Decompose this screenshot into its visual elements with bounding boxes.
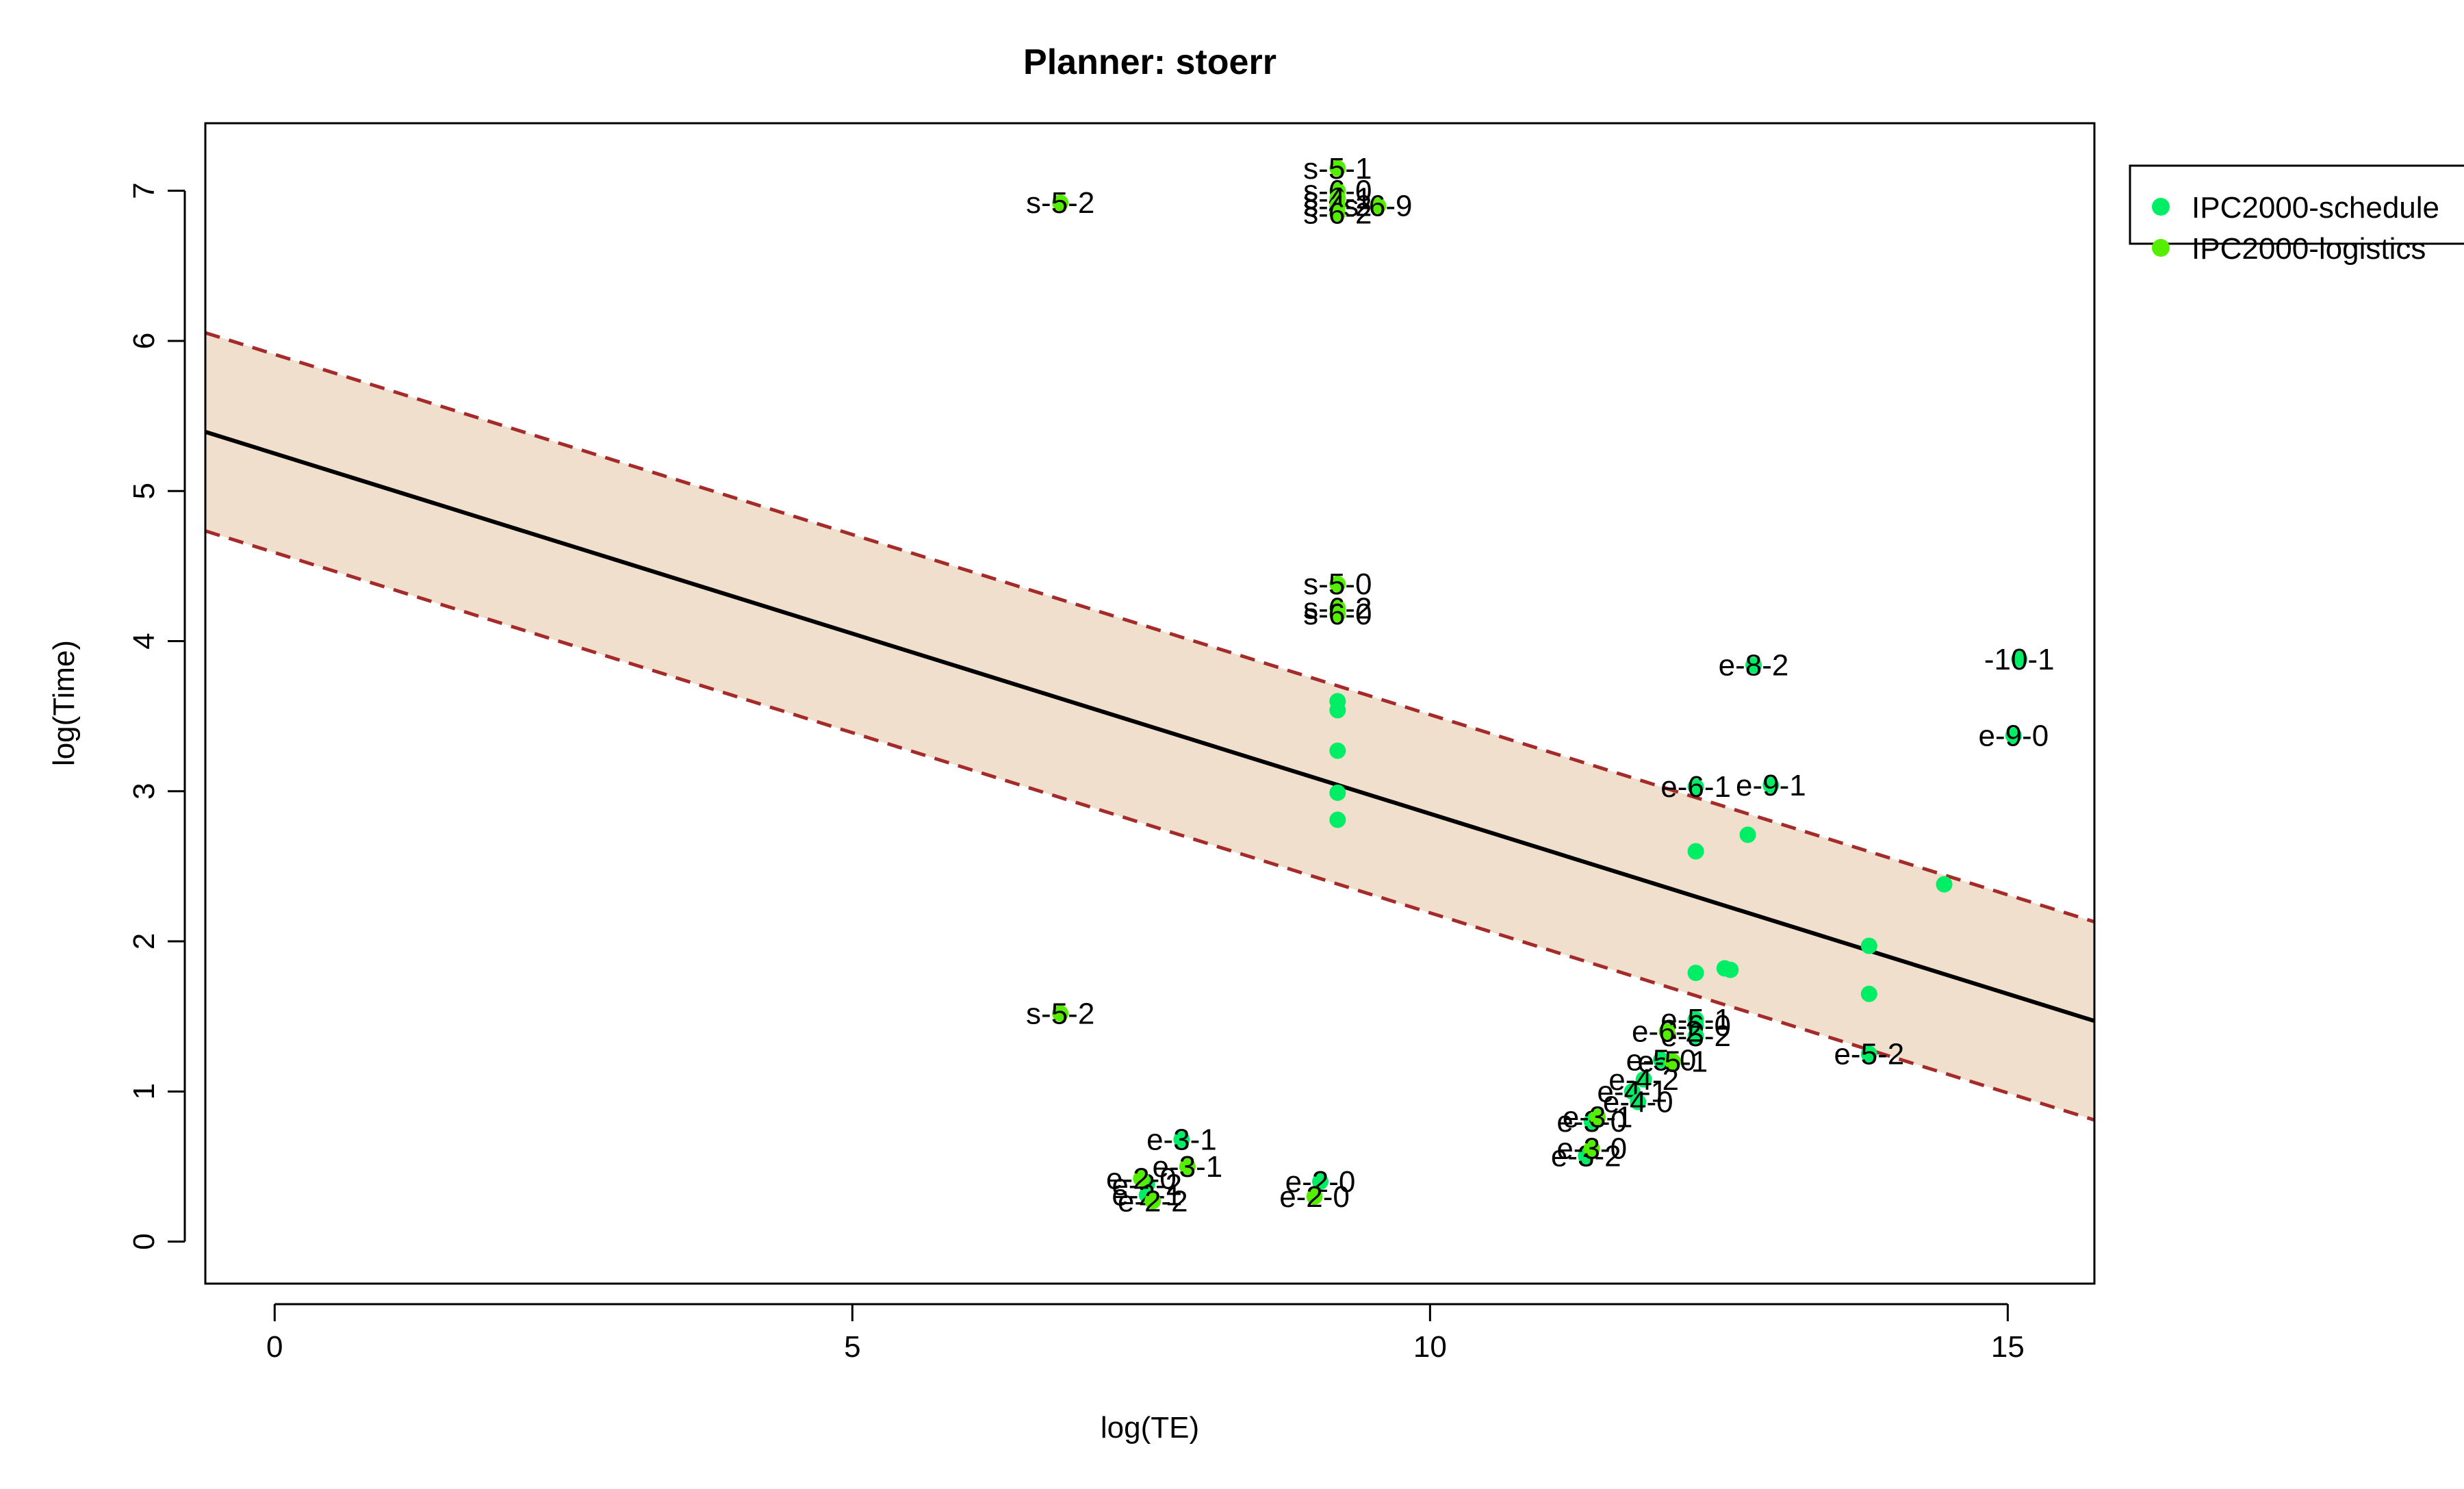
data-point-logistics-16: [1179, 1158, 1196, 1175]
point-label: s-6-0: [1303, 598, 1372, 631]
point-label: e-5-1: [1637, 1045, 1708, 1078]
point-label: e-2-0: [1279, 1180, 1350, 1214]
point-label: e-3-1: [1563, 1101, 1633, 1134]
point-label: e-3-1: [1153, 1150, 1223, 1184]
plot-frame: [204, 122, 2096, 1285]
point-label: e-9-1: [1736, 769, 1806, 802]
x-tick-label: 5: [844, 1330, 860, 1364]
data-point-logistics-9: [1329, 606, 1346, 623]
point-label: e-6-1: [1660, 770, 1731, 804]
band-lower-line: [205, 529, 2094, 1122]
y-tick-label: 4: [127, 633, 161, 649]
data-point-logistics-0: [1329, 160, 1346, 177]
y-axis: 0 1 2 3 4 5 6 7: [127, 182, 186, 1250]
regression-line: [205, 429, 2094, 1023]
point-label: e-2-0: [1106, 1162, 1177, 1196]
data-point-logistics-18: [1144, 1193, 1162, 1210]
data-point-logistics-14: [1589, 1108, 1606, 1125]
x-axis-label: log(TE): [1101, 1411, 1199, 1445]
data-point-logistics-17: [1133, 1170, 1150, 1187]
data-point-schedule-13: [2011, 650, 2028, 667]
legend-box: [2129, 164, 2464, 245]
data-point-logistics-15: [1306, 1188, 1323, 1205]
y-tick-label: 0: [127, 1233, 161, 1249]
point-label: -10-1: [1984, 643, 2055, 676]
point-label: e-5-0: [1626, 1043, 1697, 1077]
data-point-schedule-29: [1173, 1131, 1190, 1148]
data-point-logistics-13: [1583, 1140, 1600, 1157]
point-label: e-5-2: [1834, 1038, 1904, 1071]
data-point-schedule-8: [1860, 937, 1877, 954]
legend: IPC2000-schedule IPC2000-logistics: [2129, 164, 2464, 266]
x-tick-label: 15: [1991, 1330, 2025, 1364]
data-point-schedule-3: [1329, 784, 1346, 801]
data-point-schedule-6: [1739, 826, 1756, 843]
point-label: e-4-2: [1608, 1063, 1679, 1097]
y-tick-label: 6: [127, 333, 161, 349]
y-tick-label: 7: [127, 182, 161, 199]
data-point-schedule-17: [1762, 777, 1780, 794]
data-point-logistics-5: [1370, 197, 1387, 214]
data-point-schedule-9: [1860, 985, 1877, 1002]
point-label: e-3-0: [1556, 1132, 1627, 1166]
y-axis-label: log(Time): [47, 640, 81, 766]
point-label: s-6-9: [1344, 190, 1412, 223]
point-label: s-5-2: [1026, 997, 1094, 1030]
data-point-logistics-11: [1658, 1023, 1676, 1040]
data-point-schedule-18: [1860, 1045, 1877, 1062]
legend-marker-schedule: [2152, 198, 2170, 216]
point-label: e-9-0: [1978, 720, 2049, 753]
point-label: s-5-0: [1303, 568, 1372, 601]
data-point-logistics-10: [1052, 1005, 1069, 1022]
legend-marker-logistics: [2152, 239, 2170, 257]
data-point-schedule-16: [1687, 778, 1704, 796]
legend-label-schedule: IPC2000-schedule: [2192, 191, 2439, 225]
data-point-logistics-7: [1329, 576, 1346, 593]
data-point-schedule-2: [1329, 742, 1346, 759]
x-tick-label: 0: [266, 1330, 283, 1364]
data-point-logistics-12: [1664, 1053, 1681, 1070]
data-point-schedule-5: [1687, 843, 1704, 860]
point-label: s-6-2: [1303, 197, 1372, 231]
y-tick-label: 5: [127, 483, 161, 499]
point-label: e-2-2: [1118, 1184, 1188, 1218]
data-point-logistics-6: [1052, 194, 1069, 212]
data-point-schedule-7: [1936, 876, 1953, 893]
data-point-schedule-4: [1329, 811, 1346, 828]
band-upper-line: [205, 331, 2094, 924]
y-tick-label: 1: [127, 1083, 161, 1099]
point-label: e-3-1: [1146, 1123, 1217, 1156]
point-label: e-8-2: [1719, 649, 1789, 683]
x-tick-label: 10: [1413, 1330, 1447, 1364]
data-point-schedule-12: [1722, 961, 1739, 978]
x-axis: 0 5 10 15: [266, 1303, 2025, 1364]
data-point-schedule-25: [1630, 1093, 1647, 1110]
data-point-schedule-21: [1687, 1028, 1704, 1045]
data-point-schedule-1: [1329, 702, 1346, 719]
point-label: e-4-0: [1603, 1086, 1673, 1119]
chart-title: Planner: stoerr: [1023, 42, 1276, 82]
data-point-schedule-28: [1311, 1173, 1329, 1190]
data-point-schedule-23: [1635, 1071, 1652, 1088]
point-label: s-5-2: [1026, 186, 1094, 220]
y-tick-label: 2: [127, 933, 161, 950]
y-tick-label: 3: [127, 783, 161, 800]
data-point-schedule-14: [2005, 727, 2022, 744]
data-point-schedule-15: [1745, 657, 1762, 674]
data-point-schedule-10: [1687, 965, 1704, 982]
data-point-logistics-4: [1329, 205, 1346, 222]
point-label: e-6-2: [1632, 1015, 1702, 1049]
legend-label-logistics: IPC2000-logistics: [2192, 232, 2426, 266]
point-label: s-5-1: [1303, 152, 1372, 186]
